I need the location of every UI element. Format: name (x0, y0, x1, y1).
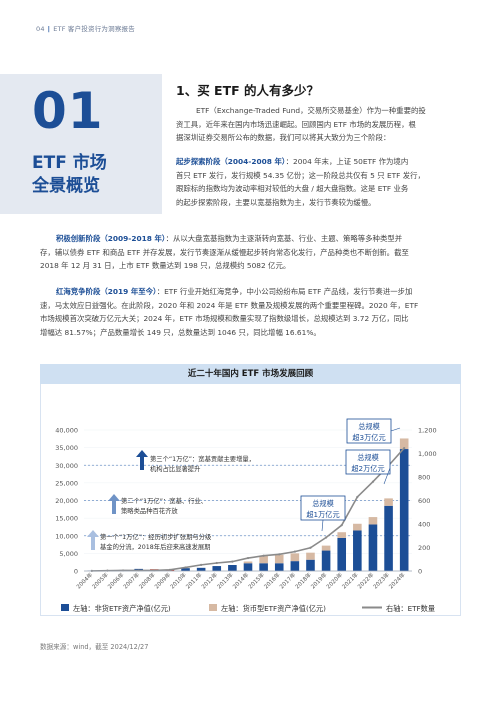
report-title: ETF 客户投资行为洞察报告 (53, 25, 135, 33)
stage3-text: ：ETF 行业开始红海竞争，中小公司纷纷布局 ETF 产品线，发行节奏进一步加 (156, 287, 413, 296)
chart-frame (40, 364, 461, 616)
stage1-line: 首只 ETF 发行，发行规模 54.35 亿份；这一阶段总共仅有 5 只 ETF… (176, 170, 425, 180)
stage3-lead: 红海竞争阶段（2019 年至今） (56, 287, 157, 296)
stage1-text: ：2004 年末，上证 50ETF 作为境内 (285, 157, 409, 166)
stage2-paragraph: 积极创新阶段（2009-2018 年）：从以大盘宽基指数为主逐渐转向宽基、行业、… (40, 232, 463, 273)
section-title: 1、买 ETF 的人有多少？ (176, 83, 320, 98)
stage2-lead: 积极创新阶段（2009-2018 年） (56, 234, 166, 243)
hero-panel (0, 74, 162, 214)
stage1-paragraph: 起步探索阶段（2004-2008 年）：2004 年末，上证 50ETF 作为境… (176, 155, 463, 209)
chapter-title-line2: 全景概览 (32, 176, 100, 196)
stage3-paragraph: 红海竞争阶段（2019 年至今）：ETF 行业开始红海竞争，中小公司纷纷布局 E… (40, 285, 463, 339)
stage1-lead: 起步探索阶段（2004-2008 年） (176, 157, 286, 166)
data-source: 数据来源：wind，截至 2024/12/27 (40, 643, 149, 651)
stage1-line: 的起步探索阶段，主要以宽基指数为主，发行节奏较为缓慢。 (176, 197, 376, 207)
page-header: 04 | ETF 客户投资行为洞察报告 (36, 23, 135, 33)
page-number: 04 (36, 25, 45, 33)
intro-line: ETF（Exchange-Traded Fund，交易所交易基金）作为一种重要的… (196, 106, 426, 115)
intro-line: 据深圳证券交易所公布的数据，我们可以将其大致分为三个阶段： (176, 133, 391, 142)
stage2-line: 存，辅以债券 ETF 和商品 ETF 并存发展，发行节奏逐渐从缓慢起步转向常态化… (40, 247, 409, 257)
stage3-line: 增幅达 81.57%；产品数量增长 149 只，总数量达到 1046 只，同比增… (40, 327, 321, 337)
stage3-line: 速，马太效应日益强化。在此阶段，2020 年和 2024 年是 ETF 数量及规… (40, 300, 419, 310)
header-separator: | (47, 25, 51, 33)
intro-line: 资工具，近年来在国内市场迅速崛起。回顾国内 ETF 市场的发展历程，根 (176, 119, 416, 129)
stage1-line: 跟踪标的指数均为波动率相对较低的大盘 / 超大盘指数。这是 ETF 业务 (176, 184, 409, 193)
stage2-line: 2018 年 12 月 31 日，上市 ETF 数量达到 198 只，总规模约 … (40, 261, 291, 270)
chapter-number: 01 (32, 82, 104, 140)
chapter-title: ETF 市场 全景概览 (32, 152, 107, 198)
stage3-line: 市场规模首次突破万亿元大关；2024 年，ETF 市场规模和数量实现了指数级增长… (40, 314, 409, 323)
chart-title: 近二十年国内 ETF 市场发展回顾 (40, 364, 461, 384)
intro-paragraph: ETF（Exchange-Traded Fund，交易所交易基金）作为一种重要的… (176, 104, 463, 145)
chapter-title-line1: ETF 市场 (32, 153, 107, 173)
stage2-text: ：从以大盘宽基指数为主逐渐转向宽基、行业、主题、策略等多种类型并 (165, 234, 403, 243)
